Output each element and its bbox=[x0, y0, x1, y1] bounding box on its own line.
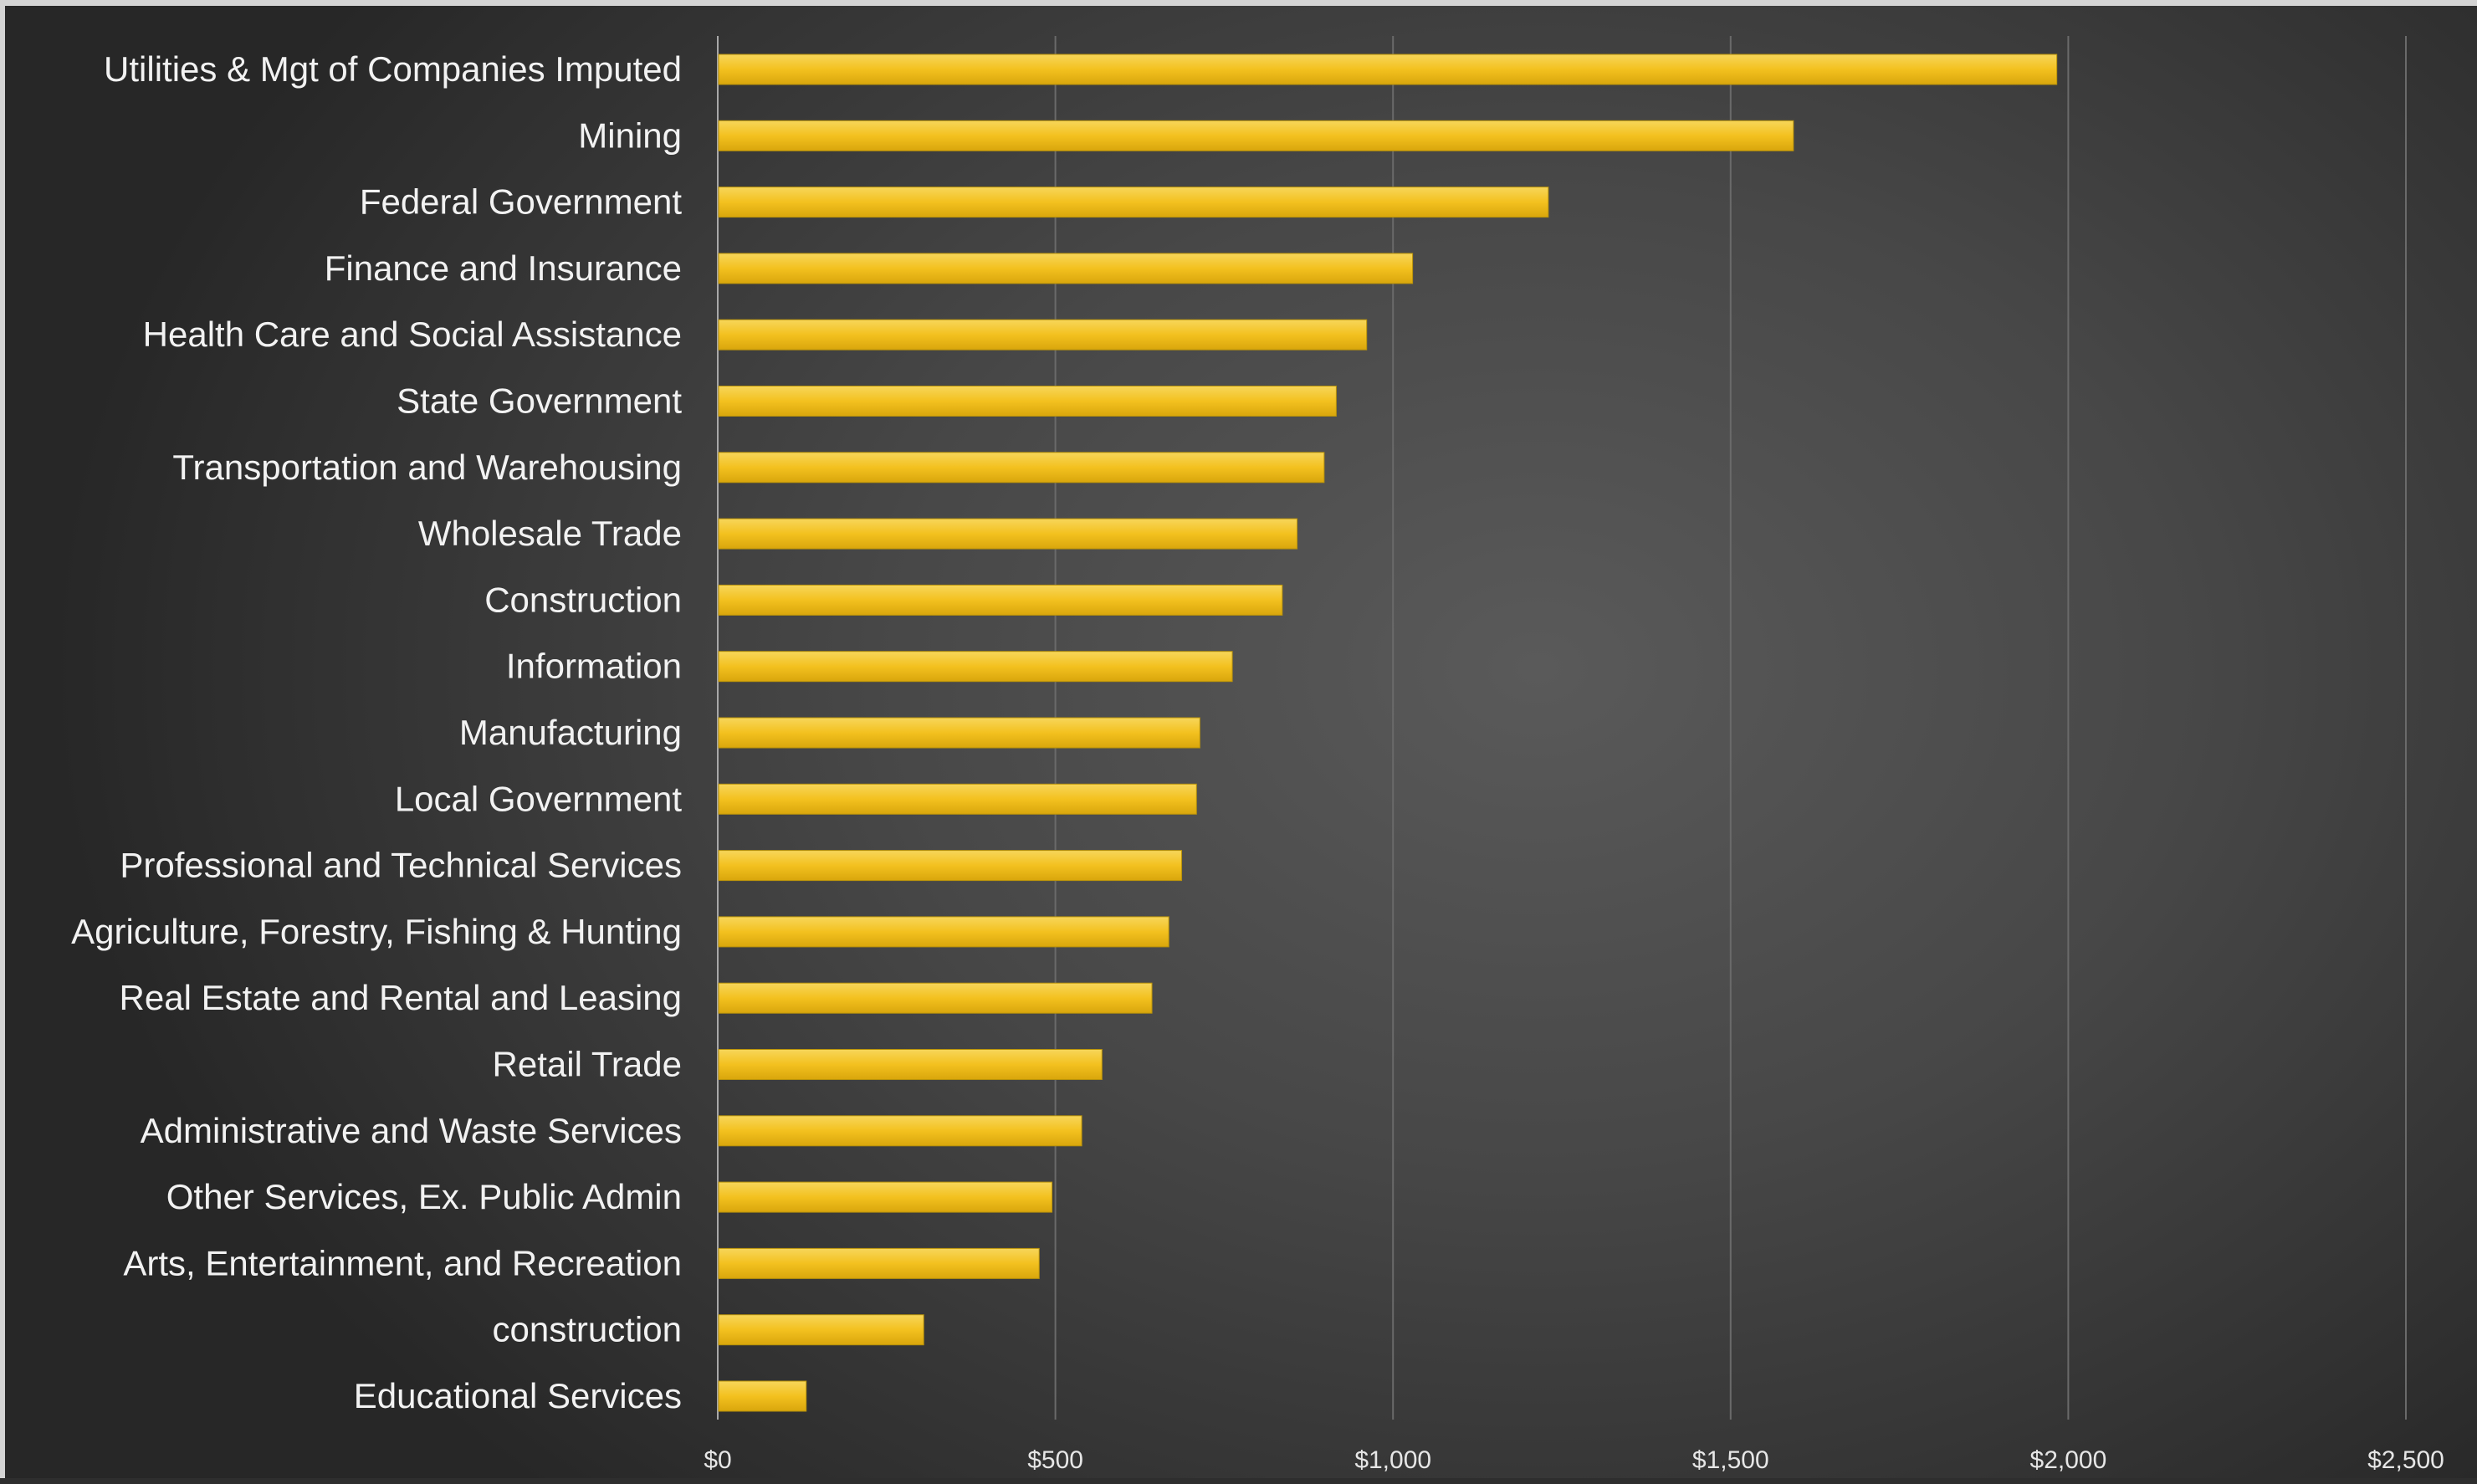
category-label: Real Estate and Rental and Leasing bbox=[120, 978, 682, 1017]
bar-manufacturing bbox=[718, 717, 1200, 749]
category-label: Health Care and Social Assistance bbox=[143, 315, 682, 354]
category-label: Utilities & Mgt of Companies Imputed bbox=[104, 49, 682, 89]
x-tick-label: $500 bbox=[1027, 1446, 1083, 1474]
bar-retail-trade bbox=[718, 1049, 1103, 1080]
category-label: Administrative and Waste Services bbox=[141, 1111, 682, 1150]
category-label: Local Government bbox=[395, 779, 683, 818]
bar-arts-entertainment-and-recreation bbox=[718, 1247, 1040, 1279]
x-axis-ticks: $0 $500 $1,000 $1,500 $2,000 $2,500 bbox=[704, 1446, 2444, 1474]
bar-information bbox=[718, 651, 1233, 683]
category-label: Federal Government bbox=[360, 182, 683, 222]
category-label: Other Services, Ex. Public Admin bbox=[166, 1177, 682, 1216]
x-tick-label: $2,500 bbox=[2367, 1446, 2444, 1474]
category-label: Professional and Technical Services bbox=[120, 846, 682, 885]
category-label: Finance and Insurance bbox=[325, 248, 682, 288]
category-label: Mining bbox=[578, 115, 682, 155]
x-tick-label: $0 bbox=[704, 1446, 731, 1474]
bar-transportation-and-warehousing bbox=[718, 452, 1325, 484]
category-label: Transportation and Warehousing bbox=[172, 448, 682, 487]
bar-other-services-ex-public-admin bbox=[718, 1181, 1053, 1213]
bars bbox=[718, 54, 2058, 1412]
category-label: Retail Trade bbox=[493, 1045, 682, 1084]
category-label: Educational Services bbox=[354, 1376, 682, 1415]
bar-health-care-and-social-assistance bbox=[718, 319, 1368, 351]
bar-local-government bbox=[718, 783, 1197, 815]
category-label: Agriculture, Forestry, Fishing & Hunting bbox=[71, 912, 682, 951]
category-label: State Government bbox=[397, 381, 682, 421]
category-labels: Utilities & Mgt of Companies Imputed Mini… bbox=[71, 49, 682, 1415]
bar-construction bbox=[718, 1314, 924, 1346]
bar-utilities-mgt-of-companies-imputed bbox=[718, 54, 2058, 85]
bar-real-estate-and-rental-and-leasing bbox=[718, 982, 1153, 1014]
category-label: Wholesale Trade bbox=[418, 514, 682, 553]
bar-administrative-and-waste-services bbox=[718, 1115, 1082, 1147]
x-tick-label: $1,500 bbox=[1692, 1446, 1769, 1474]
bar-chart: Utilities & Mgt of Companies Imputed Mini… bbox=[71, 36, 2444, 1474]
bar-construction bbox=[718, 584, 1283, 616]
bar-mining bbox=[718, 120, 1794, 151]
bar-agriculture-forestry-fishing-hunting bbox=[718, 916, 1169, 948]
category-label: Arts, Entertainment, and Recreation bbox=[123, 1243, 682, 1282]
category-label: construction bbox=[493, 1310, 682, 1349]
bar-state-government bbox=[718, 386, 1337, 417]
bar-federal-government bbox=[718, 187, 1549, 218]
bar-finance-and-insurance bbox=[718, 253, 1414, 284]
bar-professional-and-technical-services bbox=[718, 850, 1183, 882]
category-label: Manufacturing bbox=[459, 713, 682, 752]
category-label: Information bbox=[506, 647, 682, 686]
x-tick-label: $1,000 bbox=[1354, 1446, 1431, 1474]
bar-educational-services bbox=[718, 1380, 807, 1412]
category-label: Construction bbox=[484, 580, 682, 619]
x-tick-label: $2,000 bbox=[2030, 1446, 2107, 1474]
bar-wholesale-trade bbox=[718, 518, 1298, 550]
